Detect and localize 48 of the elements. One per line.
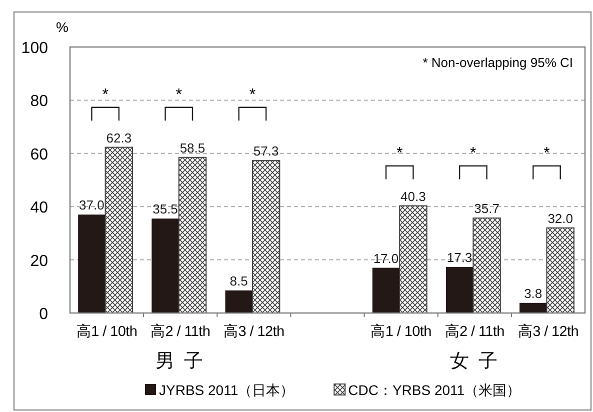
text: 男 子 [156, 351, 205, 372]
y-tick-label: 20 [30, 252, 48, 270]
annotation: * [396, 144, 403, 162]
x-tick-label: 高2 / 11th [150, 323, 210, 340]
data-label: 58.5 [180, 140, 206, 156]
bar [152, 218, 179, 313]
bar [546, 227, 574, 314]
legend-label: CDC：YRBS 2011（米国） [348, 382, 521, 398]
bar [178, 156, 207, 314]
bar [446, 266, 474, 313]
x-tick-label: 高3 / 12th [518, 323, 579, 340]
text: 女 子 [450, 351, 500, 372]
bar [399, 205, 428, 314]
x-tick-label: 高2 / 11th [444, 323, 505, 340]
y-tick-label: 0 [39, 306, 48, 323]
annotation: * [249, 86, 256, 104]
data-label: 17.3 [446, 250, 472, 265]
data-label: 62.3 [106, 130, 132, 146]
bar [104, 146, 134, 314]
data-label: 37.0 [79, 198, 104, 213]
data-label: 8.5 [230, 273, 248, 288]
annotation: * [176, 86, 182, 104]
data-label: 57.3 [253, 144, 279, 159]
bar [372, 268, 400, 313]
bar [472, 218, 501, 314]
bar [520, 302, 547, 313]
annotation: * [470, 144, 476, 162]
bar [252, 160, 280, 314]
bar [78, 214, 106, 313]
y-tick-label: 80 [30, 93, 48, 110]
bar [225, 290, 252, 313]
x-tick-label: 高1 / 10th [76, 323, 138, 340]
y-tick-label: 100 [21, 40, 48, 57]
annotation: * Non-overlapping 95% CI [422, 55, 573, 70]
x-tick-label: 高3 / 12th [224, 323, 284, 340]
x-tick-label: 高1 / 10th [370, 323, 432, 340]
data-label: 40.3 [400, 188, 426, 204]
y-axis-title: % [56, 19, 68, 35]
annotation: * [544, 144, 550, 162]
y-tick-label: 40 [30, 200, 48, 217]
data-label: 35.5 [152, 202, 178, 217]
y-tick-label: 60 [30, 146, 48, 164]
legend-label: JYRBS 2011（日本） [159, 382, 294, 398]
data-label: 32.0 [548, 210, 574, 226]
data-label: 17.0 [373, 250, 399, 266]
data-label: 3.8 [524, 286, 542, 301]
data-label: 35.7 [474, 201, 500, 216]
annotation: * [102, 86, 108, 104]
